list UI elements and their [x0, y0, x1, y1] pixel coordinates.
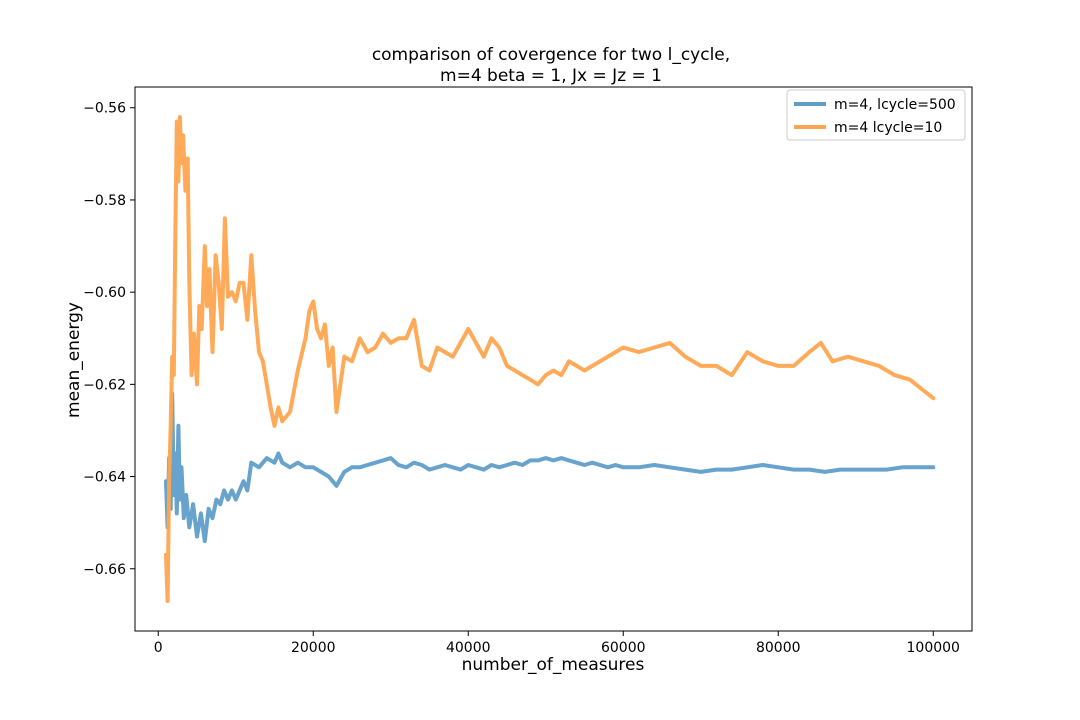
- plot-lines: [164, 115, 936, 603]
- y-tick-label: −0.62: [83, 377, 126, 393]
- x-tick-label: 60000: [601, 640, 646, 656]
- x-axis-label: number_of_measures: [462, 655, 645, 675]
- y-tick-label: −0.56: [83, 101, 126, 117]
- legend-label-lcycle-500: m=4, lcycle=500: [834, 97, 956, 113]
- legend: m=4, lcycle=500 m=4 lcycle=10: [786, 89, 966, 141]
- x-axis-ticks: 0 20000 40000 60000 80000 100000: [154, 631, 960, 656]
- chart-title-line-1: comparison of covergence for two l_cycle…: [372, 45, 730, 65]
- y-tick-label: −0.64: [83, 470, 126, 486]
- y-tick-label: −0.66: [83, 562, 126, 578]
- x-tick-label: 40000: [446, 640, 491, 656]
- x-tick-label: 80000: [756, 640, 801, 656]
- y-tick-label: −0.58: [83, 193, 126, 209]
- legend-label-lcycle-10: m=4 lcycle=10: [834, 120, 942, 136]
- legend-box: [786, 89, 966, 141]
- y-axis-label: mean_energy: [64, 302, 84, 418]
- series-line-lcycle-10: [164, 115, 936, 603]
- x-tick-label: 100000: [907, 640, 960, 656]
- plot-frame: [134, 86, 973, 632]
- series-line-lcycle-500: [164, 391, 936, 544]
- chart-title-line-2: m=4 beta = 1, Jx = Jz = 1: [440, 66, 662, 86]
- x-tick-label: 20000: [291, 640, 336, 656]
- x-tick-label: 0: [154, 640, 163, 656]
- y-tick-label: −0.60: [83, 285, 126, 301]
- y-axis-ticks: −0.66 −0.64 −0.62 −0.60 −0.58 −0.56: [83, 101, 135, 578]
